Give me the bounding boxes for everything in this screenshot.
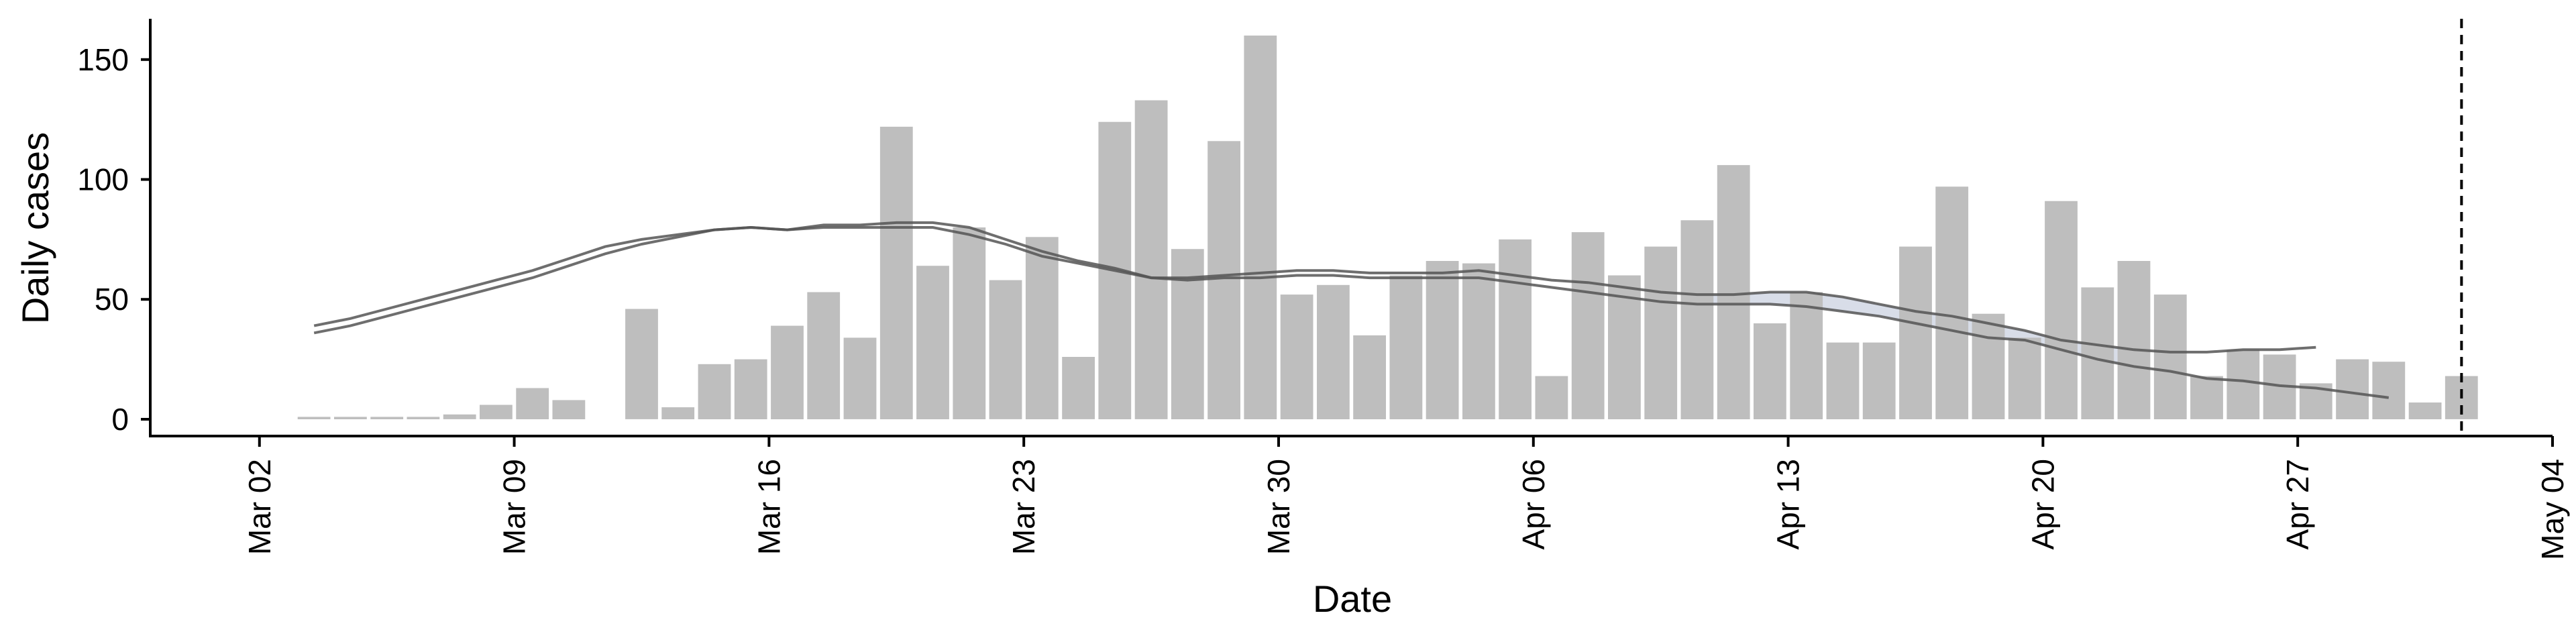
bar bbox=[1899, 246, 1932, 419]
bar bbox=[2336, 359, 2369, 419]
series-line-1 bbox=[313, 221, 2316, 354]
bar bbox=[661, 407, 695, 419]
bar bbox=[1571, 232, 1605, 419]
bar bbox=[1462, 263, 1495, 419]
y-ticks: 0 50 100 150 bbox=[77, 42, 150, 437]
x-tick-label: Apr 20 bbox=[2025, 459, 2060, 550]
x-tick-label: Mar 23 bbox=[1006, 459, 1041, 555]
bar bbox=[2226, 350, 2260, 419]
bar bbox=[297, 417, 331, 419]
x-ticks: Mar 02 Mar 09 Mar 16 Mar 23 Mar 30 Apr 06 Apr … bbox=[242, 436, 2570, 560]
x-tick-label: Mar 16 bbox=[751, 459, 786, 555]
bar bbox=[2190, 376, 2223, 419]
bar bbox=[879, 126, 913, 419]
bar bbox=[2045, 201, 2078, 419]
x-tick-label: Mar 02 bbox=[242, 459, 277, 555]
bar bbox=[771, 325, 804, 419]
bar bbox=[1353, 335, 1386, 419]
y-tick-label: 150 bbox=[77, 42, 129, 77]
bar bbox=[407, 417, 440, 419]
bar bbox=[1754, 323, 1786, 419]
bar bbox=[2008, 337, 2041, 419]
axes-layer: 0 50 100 150 Mar 02 Mar 09 Mar 16 Mar 23 Mar 30… bbox=[14, 19, 2570, 620]
bar bbox=[1790, 292, 1823, 419]
y-tick-label: 100 bbox=[77, 162, 129, 197]
bar bbox=[1244, 36, 1277, 419]
bar bbox=[625, 309, 658, 419]
bar bbox=[843, 337, 877, 419]
bar bbox=[480, 405, 513, 419]
bar bbox=[1171, 249, 1204, 419]
y-tick-label: 50 bbox=[95, 282, 129, 317]
bar bbox=[916, 266, 949, 419]
bar bbox=[989, 280, 1022, 419]
x-tick-label: Apr 06 bbox=[1516, 459, 1551, 550]
bar bbox=[2117, 261, 2151, 419]
bar bbox=[1935, 186, 1969, 419]
series-line-2 bbox=[313, 225, 2390, 399]
bar bbox=[698, 364, 731, 419]
x-tick-label: Mar 09 bbox=[497, 459, 532, 555]
bar bbox=[953, 227, 986, 419]
bar bbox=[1426, 261, 1459, 419]
bar bbox=[1717, 165, 1750, 419]
x-axis-title: Date bbox=[1313, 578, 1392, 620]
bar bbox=[1208, 141, 1240, 420]
bar bbox=[2153, 294, 2187, 419]
x-tick-label: Apr 13 bbox=[1771, 459, 1806, 550]
bar bbox=[1499, 239, 1532, 419]
bar bbox=[516, 388, 549, 419]
bar bbox=[1535, 376, 1568, 419]
bar bbox=[807, 292, 841, 419]
bar bbox=[1389, 275, 1423, 419]
bar bbox=[443, 414, 476, 419]
bar bbox=[1644, 246, 1678, 419]
bar bbox=[1680, 220, 1714, 419]
bar bbox=[1062, 357, 1095, 419]
bar bbox=[1972, 313, 2005, 419]
bar bbox=[2408, 402, 2442, 419]
x-tick-label: Apr 27 bbox=[2280, 459, 2315, 550]
bar bbox=[334, 417, 367, 419]
bar bbox=[1862, 342, 1896, 419]
bars-layer bbox=[297, 36, 2478, 420]
y-tick-label: 0 bbox=[111, 402, 129, 437]
bar bbox=[2372, 362, 2406, 419]
x-tick-label: May 04 bbox=[2535, 459, 2570, 560]
bar bbox=[1317, 284, 1350, 419]
x-tick-label: Mar 30 bbox=[1261, 459, 1296, 555]
lines-layer bbox=[313, 221, 2390, 399]
bar bbox=[1826, 342, 1860, 419]
bar bbox=[734, 359, 767, 419]
bar bbox=[2081, 287, 2114, 419]
bar bbox=[1025, 237, 1059, 419]
bar bbox=[370, 417, 404, 419]
bar bbox=[1280, 294, 1313, 419]
y-axis-title: Daily cases bbox=[14, 132, 56, 324]
bar bbox=[552, 400, 586, 419]
bar bbox=[1134, 100, 1168, 419]
